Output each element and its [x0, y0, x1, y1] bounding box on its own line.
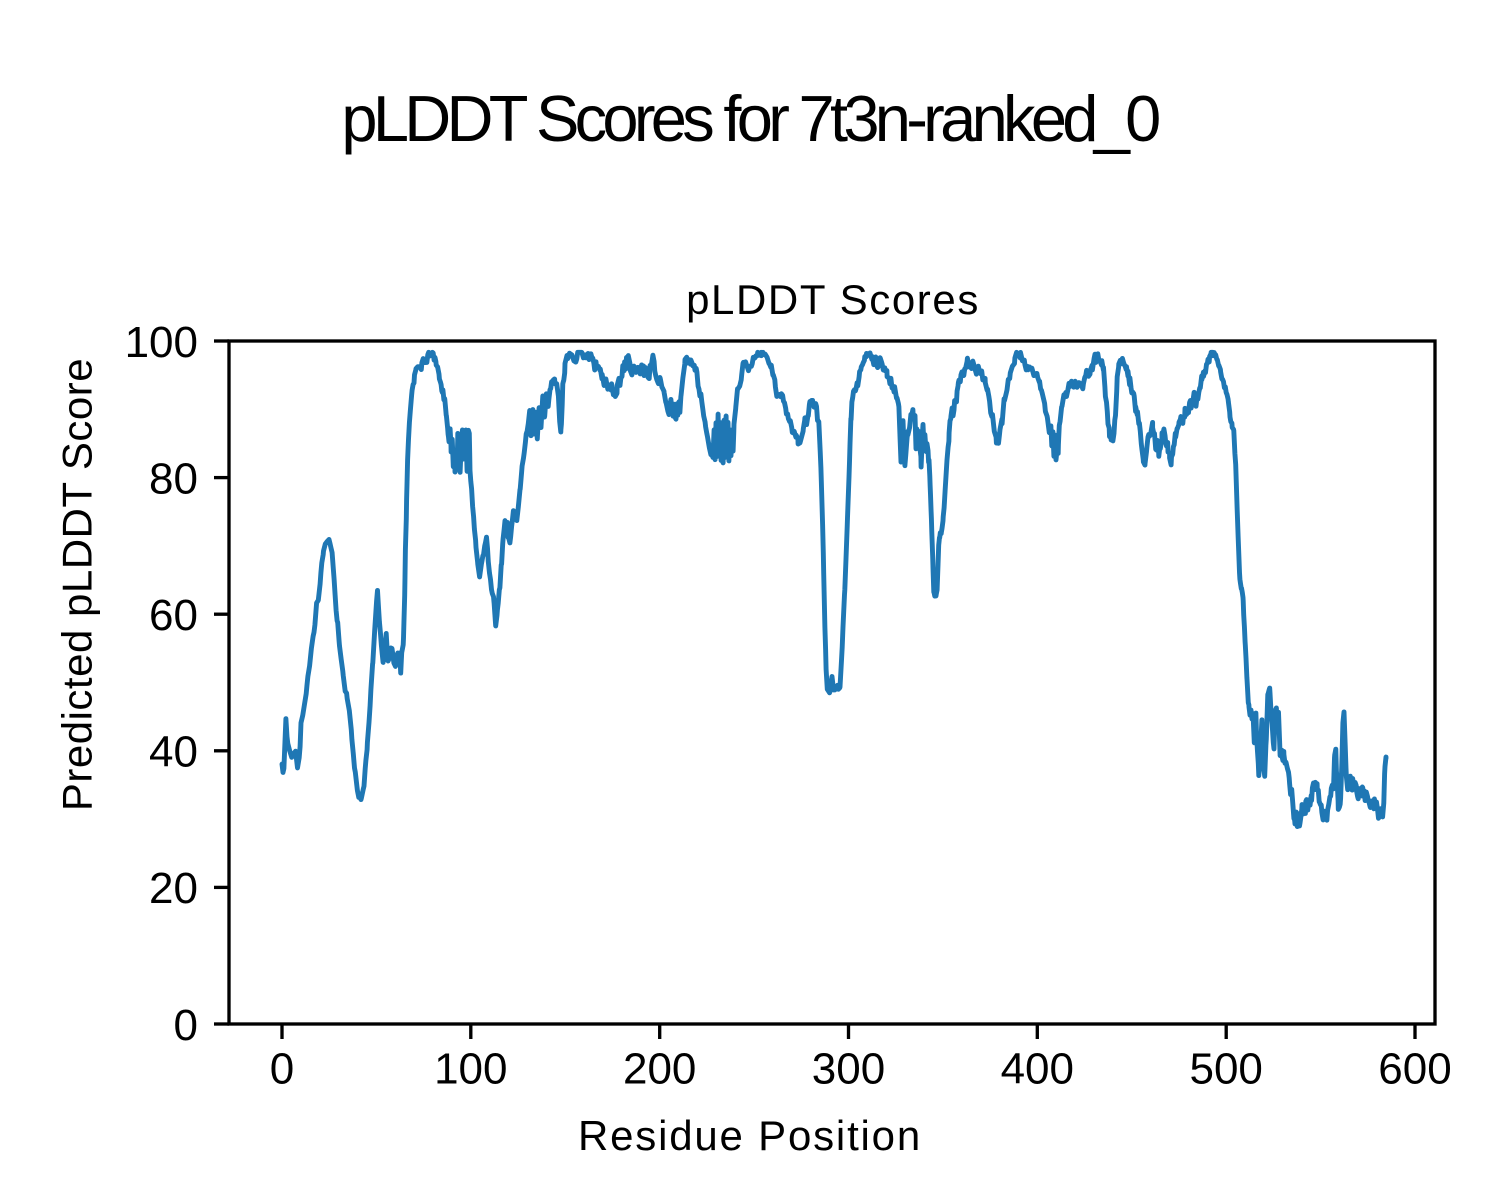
svg-text:200: 200 — [623, 1045, 696, 1094]
svg-text:400: 400 — [1001, 1045, 1074, 1094]
svg-text:0: 0 — [174, 1001, 198, 1050]
svg-text:Predicted pLDDT Score: Predicted pLDDT Score — [54, 358, 101, 811]
svg-text:500: 500 — [1189, 1045, 1262, 1094]
svg-text:600: 600 — [1378, 1045, 1451, 1094]
svg-text:100: 100 — [434, 1045, 507, 1094]
svg-text:60: 60 — [149, 591, 198, 640]
svg-text:20: 20 — [149, 864, 198, 913]
svg-text:pLDDT Scores: pLDDT Scores — [686, 276, 980, 323]
svg-text:300: 300 — [812, 1045, 885, 1094]
svg-text:80: 80 — [149, 454, 198, 503]
svg-text:0: 0 — [270, 1045, 294, 1094]
svg-text:Residue Position: Residue Position — [578, 1112, 922, 1159]
svg-text:100: 100 — [125, 318, 198, 367]
svg-text:40: 40 — [149, 728, 198, 777]
svg-text:pLDDT Scores for 7t3n-ranked_0: pLDDT Scores for 7t3n-ranked_0 — [341, 82, 1159, 155]
